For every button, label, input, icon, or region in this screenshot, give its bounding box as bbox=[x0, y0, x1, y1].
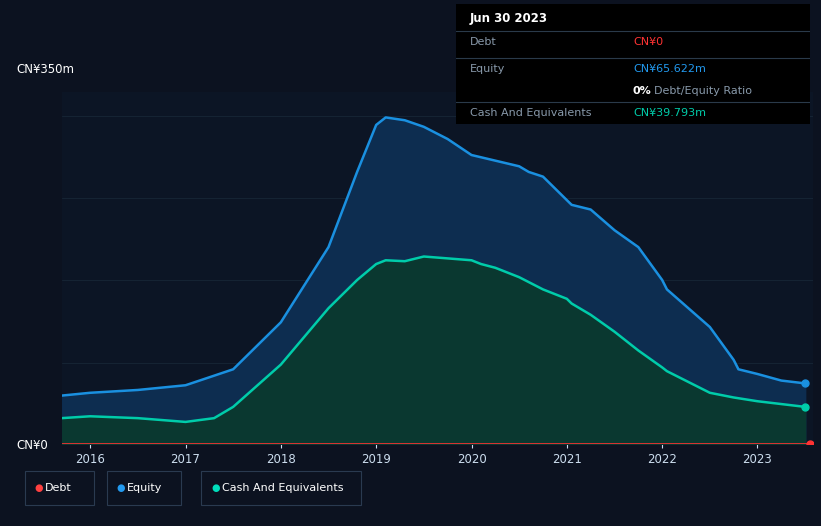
Text: CN¥350m: CN¥350m bbox=[16, 63, 75, 76]
Text: Cash And Equivalents: Cash And Equivalents bbox=[222, 483, 343, 493]
Text: Debt: Debt bbox=[45, 483, 72, 493]
Text: CN¥39.793m: CN¥39.793m bbox=[633, 108, 706, 118]
Text: ●: ● bbox=[117, 483, 125, 493]
Text: Cash And Equivalents: Cash And Equivalents bbox=[470, 108, 591, 118]
Text: Jun 30 2023: Jun 30 2023 bbox=[470, 12, 548, 25]
Text: Debt/Equity Ratio: Debt/Equity Ratio bbox=[654, 86, 752, 96]
Text: ●: ● bbox=[34, 483, 43, 493]
Text: Equity: Equity bbox=[127, 483, 163, 493]
Text: 0%: 0% bbox=[633, 86, 652, 96]
Text: CN¥0: CN¥0 bbox=[633, 37, 663, 47]
Text: ●: ● bbox=[211, 483, 219, 493]
Text: Equity: Equity bbox=[470, 64, 505, 74]
Text: CN¥65.622m: CN¥65.622m bbox=[633, 64, 706, 74]
Text: Debt: Debt bbox=[470, 37, 497, 47]
Text: CN¥0: CN¥0 bbox=[16, 439, 48, 452]
